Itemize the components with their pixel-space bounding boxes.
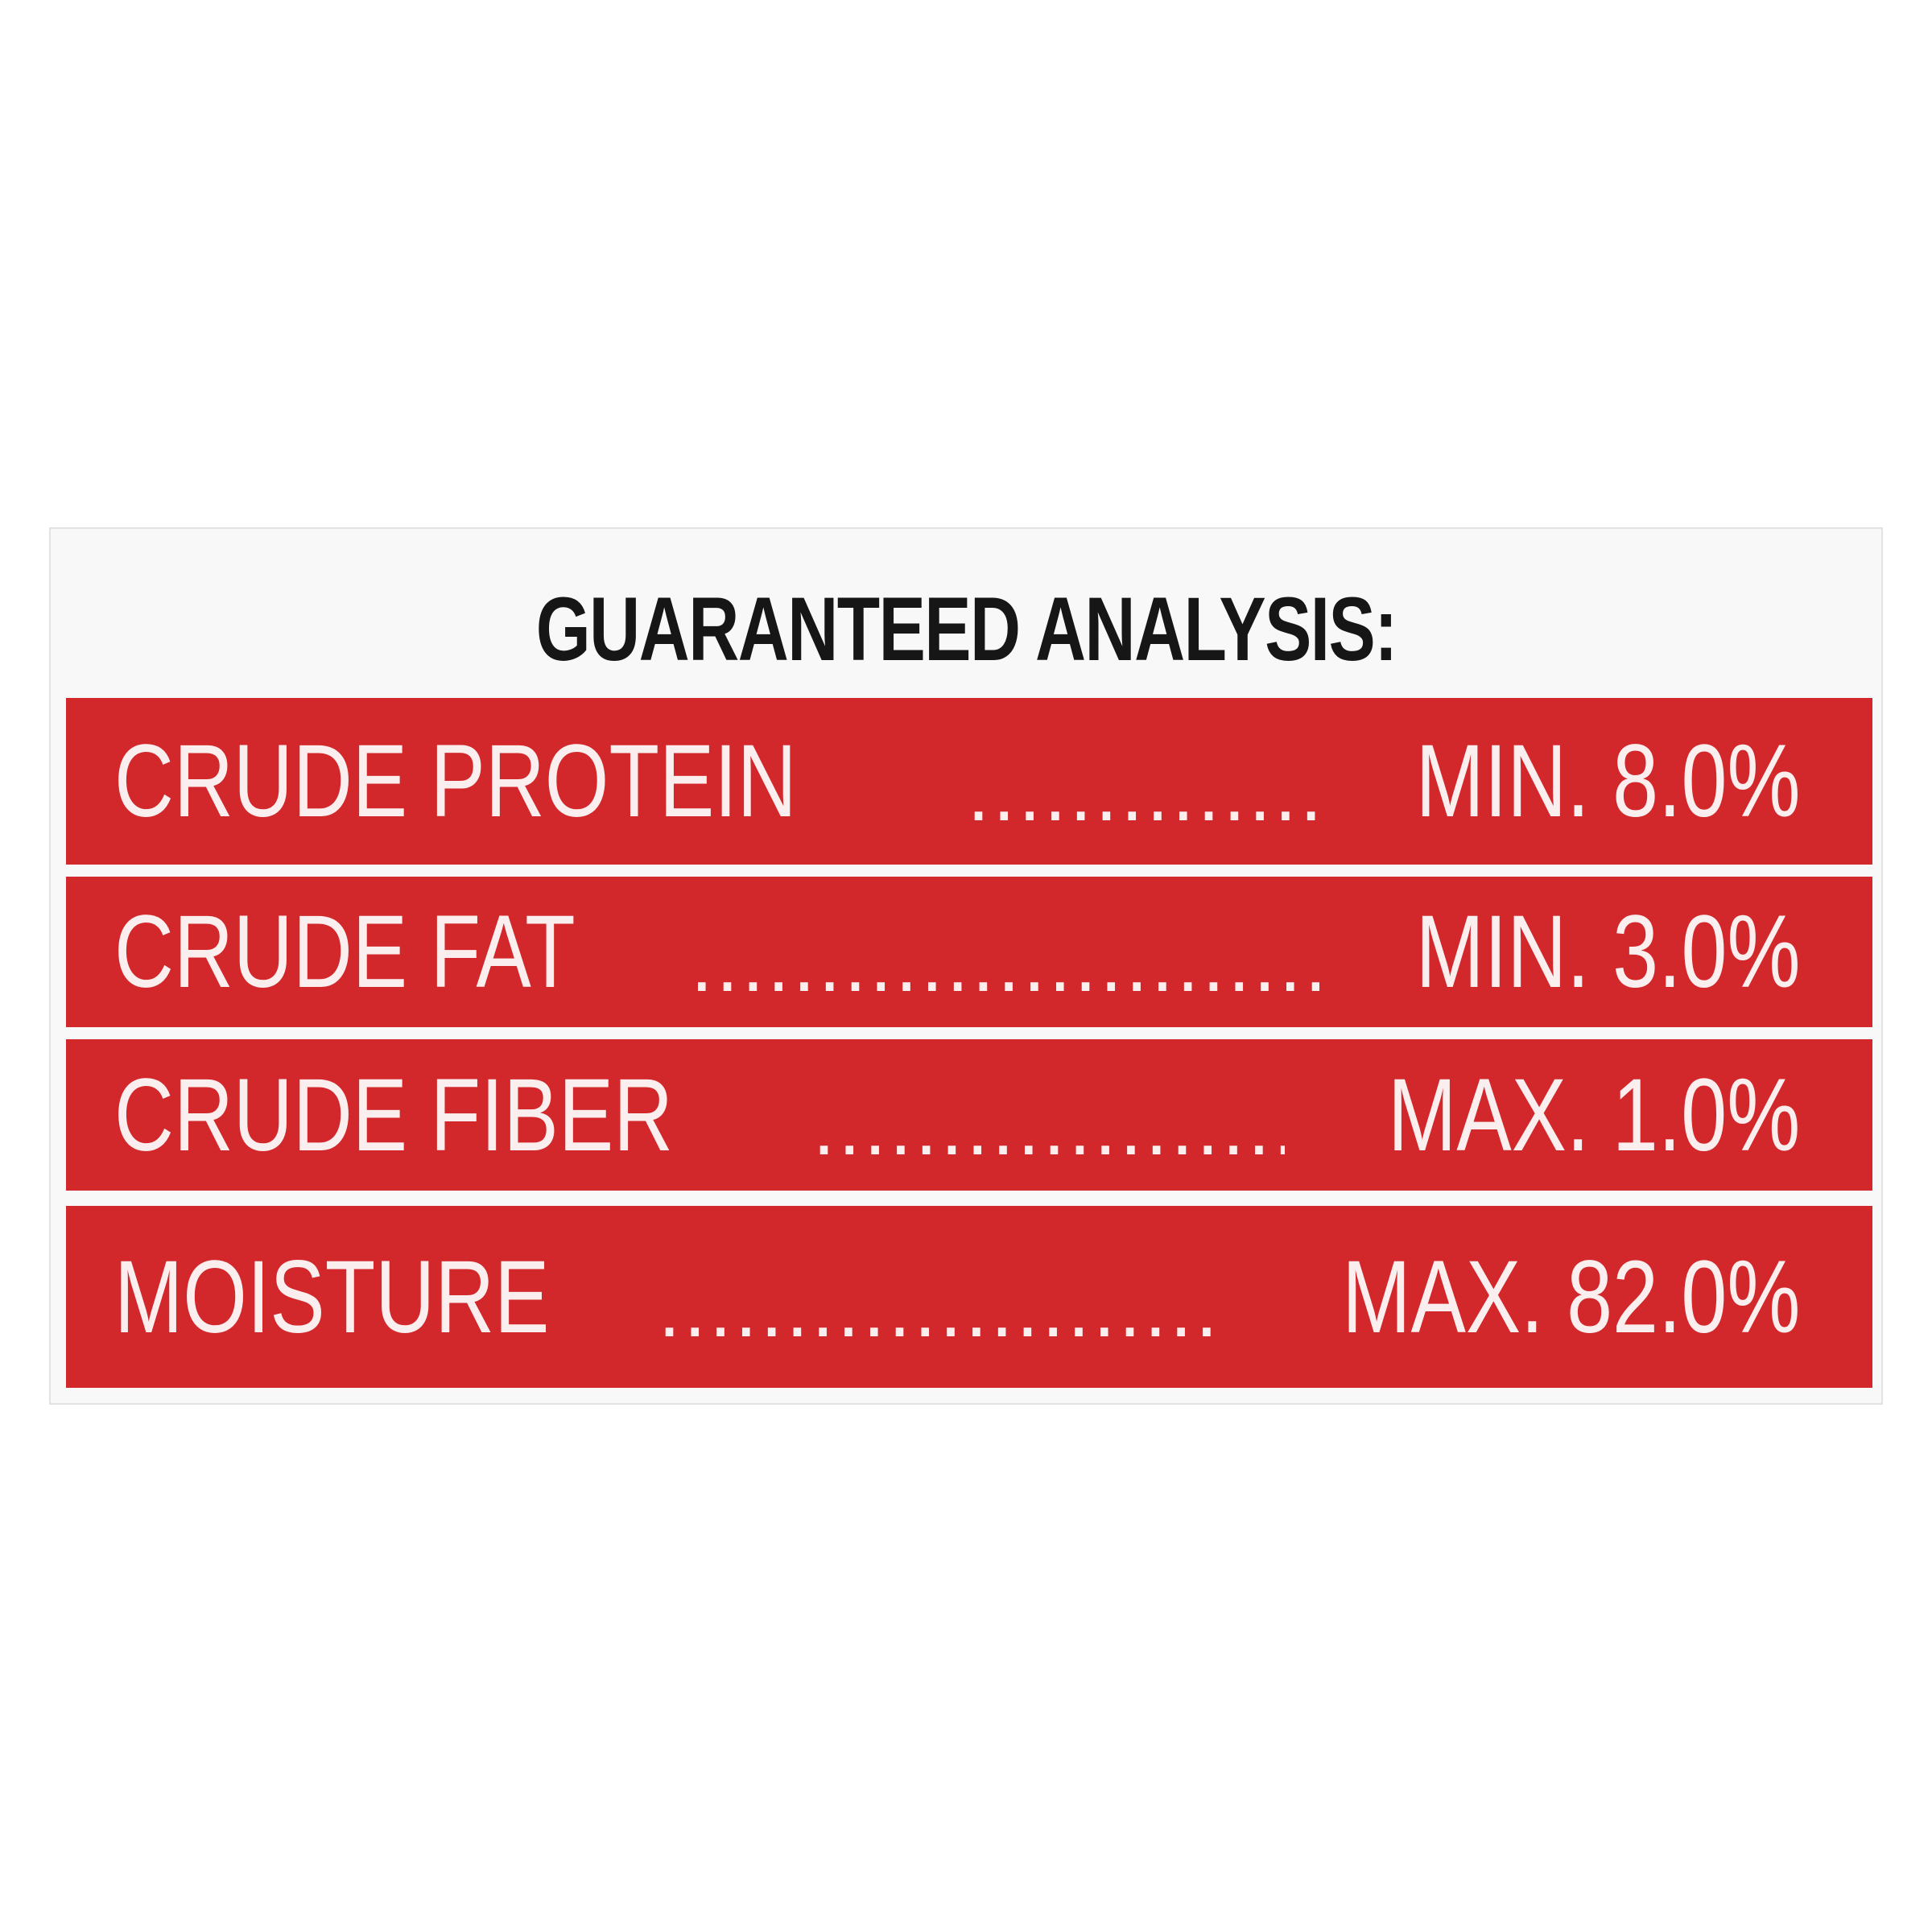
- analysis-row: CRUDE FIBER ............................…: [66, 1039, 1872, 1191]
- title-text: GUARANTEED ANALYSIS:: [535, 579, 1398, 679]
- row-value: MIN. 3.0%: [1415, 894, 1800, 1009]
- analysis-row: CRUDE PROTEIN ..........................…: [66, 698, 1872, 865]
- row-value: MAX. 1.0%: [1387, 1057, 1800, 1173]
- row-label: CRUDE FAT: [114, 894, 576, 1009]
- dot-leader: ........................................…: [967, 748, 1319, 838]
- row-value: MAX. 82.0%: [1341, 1239, 1800, 1355]
- dot-leader: ........................................…: [658, 1263, 1228, 1354]
- row-label: CRUDE FIBER: [114, 1057, 674, 1173]
- guaranteed-analysis-panel: GUARANTEED ANALYSIS: CRUDE PROTEIN .....…: [49, 527, 1883, 1405]
- analysis-row: MOISTURE ...............................…: [66, 1206, 1872, 1388]
- analysis-row: CRUDE FAT ..............................…: [66, 877, 1872, 1027]
- row-value: MIN. 8.0%: [1415, 724, 1800, 839]
- dot-leader: ........................................…: [690, 919, 1319, 1009]
- dot-leader: ........................................…: [812, 1081, 1285, 1172]
- panel-title: GUARANTEED ANALYSIS:: [51, 577, 1881, 681]
- row-label: MOISTURE: [114, 1239, 550, 1355]
- row-label: CRUDE PROTEIN: [114, 724, 797, 839]
